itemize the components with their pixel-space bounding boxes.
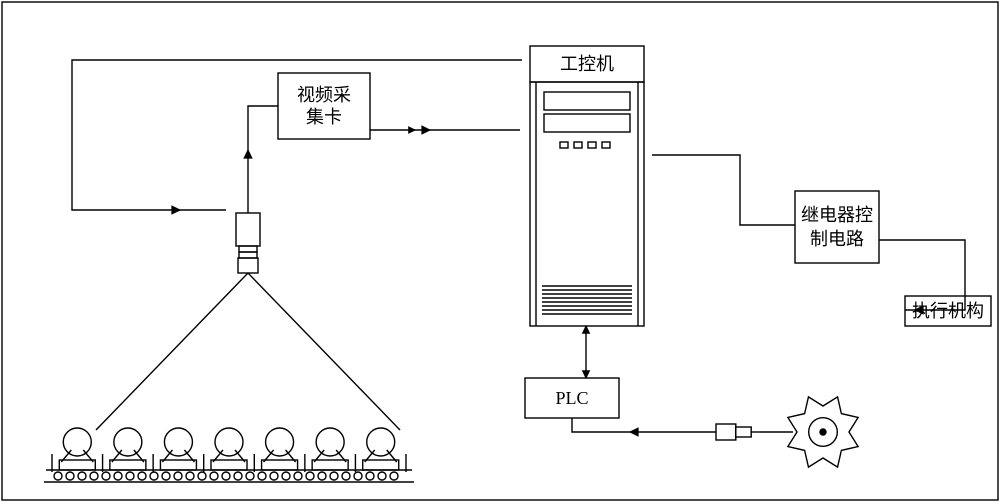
edge-ipc-to-relay: [652, 155, 795, 225]
encoder: [716, 424, 760, 440]
node-plc: PLC: [525, 378, 619, 418]
sprocket: [788, 397, 858, 467]
conveyor: [44, 428, 414, 482]
svg-text:PLC: PLC: [555, 388, 588, 408]
edge-encoder-to-plc: [572, 418, 716, 436]
svg-text:工控机: 工控机: [560, 54, 614, 74]
node-relay: 继电器控制电路: [795, 191, 879, 263]
svg-text:视频采: 视频采: [297, 85, 351, 105]
svg-text:制电路: 制电路: [810, 229, 864, 249]
edge-ipc-to-camera-sync: [72, 60, 522, 214]
edge-ipc-to-plc-down: [583, 326, 590, 378]
node-video-card: 视频采集卡: [278, 73, 370, 139]
camera: [96, 213, 400, 430]
svg-text:继电器控: 继电器控: [801, 205, 873, 225]
svg-text:集卡: 集卡: [306, 107, 342, 127]
node-ipc: 工控机: [530, 46, 644, 326]
diagram-canvas: 视频采集卡继电器控制电路PLC执行机构工控机: [0, 0, 1000, 502]
edge-camera-to-videocard: [244, 106, 278, 213]
edge-videocard-to-ipc: [370, 126, 520, 134]
